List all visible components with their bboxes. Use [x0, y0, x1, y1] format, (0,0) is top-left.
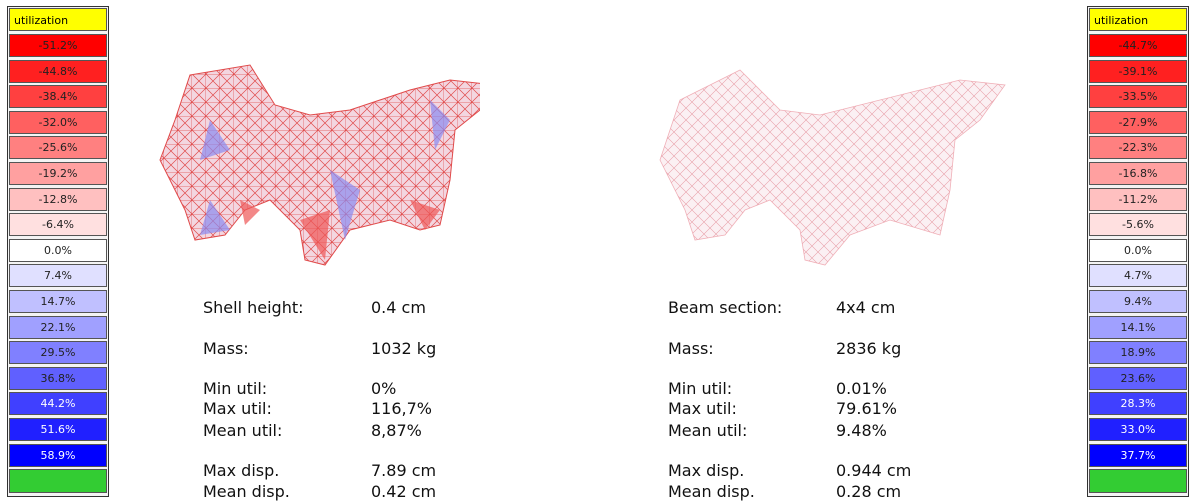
legend-swatch: -39.1%: [1089, 59, 1187, 83]
legend-swatch: 33.0%: [1089, 418, 1187, 441]
stat-value: 0.4 cm: [371, 298, 426, 317]
legend-swatch: 51.6%: [9, 418, 107, 441]
legend-swatch: -44.8%: [9, 59, 107, 83]
legend-swatch: 36.8%: [9, 366, 107, 390]
stat-value: 8,87%: [371, 421, 422, 440]
legend-swatch: 23.6%: [1089, 366, 1187, 390]
stat-value: 0.42 cm: [371, 482, 437, 501]
legend-swatch: 14.7%: [9, 290, 107, 313]
legend-swatch: -25.6%: [9, 136, 107, 160]
stat-label: Mean disp.: [668, 482, 755, 501]
legend-title: utilization: [9, 8, 107, 31]
legend-swatch: 14.1%: [1089, 315, 1187, 339]
stat-value: 7.89 cm: [371, 461, 437, 480]
legend-swatch: -19.2%: [9, 162, 107, 185]
legend-swatch: -27.9%: [1089, 110, 1187, 134]
stat-label: Mass:: [203, 339, 249, 358]
legend-title: utilization: [1089, 8, 1187, 31]
legend-swatch: 37.7%: [1089, 443, 1187, 467]
stat-label: Min util:: [203, 379, 268, 398]
legend-swatch: 18.9%: [1089, 341, 1187, 365]
stat-value: 0.28 cm: [836, 482, 902, 501]
stat-label: Shell height:: [203, 298, 304, 317]
stat-label: Max disp.: [668, 461, 745, 480]
legend-swatch: 9.4%: [1089, 290, 1187, 313]
right-legend: utilization -44.7% -39.1% -33.5% -27.9% -22.3…: [1087, 6, 1189, 497]
stat-label: Mean util:: [668, 421, 748, 440]
legend-swatch: 29.5%: [9, 341, 107, 365]
legend-swatch: 7.4%: [9, 264, 107, 288]
legend-swatch: -22.3%: [1089, 136, 1187, 160]
legend-swatch: 28.3%: [1089, 392, 1187, 416]
beam-model: [659, 69, 1006, 266]
legend-swatch: 58.9%: [9, 443, 107, 467]
legend-swatch: -16.8%: [1089, 162, 1187, 185]
stat-label: Mean util:: [203, 421, 283, 440]
legend-swatch: -11.2%: [1089, 187, 1187, 211]
legend-swatch: -12.8%: [9, 187, 107, 211]
stat-value: 79.61%: [836, 399, 898, 418]
stat-value: 0%: [371, 379, 397, 398]
stat-value: 1032 kg: [371, 339, 437, 358]
legend-swatch: 0.0%: [1089, 238, 1187, 262]
stat-value: 116,7%: [371, 399, 433, 418]
stat-label: Mean disp.: [203, 482, 290, 501]
stat-value: 2836 kg: [836, 339, 902, 358]
stat-label: Mass:: [668, 339, 714, 358]
stat-label: Max util:: [203, 399, 272, 418]
legend-swatch: [9, 469, 107, 494]
legend-swatch: -33.5%: [1089, 85, 1187, 109]
legend-swatch: 4.7%: [1089, 264, 1187, 288]
stat-value: 4x4 cm: [836, 298, 896, 317]
shell-model: [159, 64, 480, 266]
legend-swatch: -5.6%: [1089, 213, 1187, 237]
stat-value: 9.48%: [836, 421, 887, 440]
stat-label: Max disp.: [203, 461, 280, 480]
legend-swatch: -51.2%: [9, 34, 107, 57]
legend-swatch: -44.7%: [1089, 34, 1187, 57]
stat-label: Min util:: [668, 379, 733, 398]
legend-swatch: 44.2%: [9, 392, 107, 416]
legend-swatch: -38.4%: [9, 85, 107, 109]
stat-value: 0.944 cm: [836, 461, 912, 480]
legend-swatch: -6.4%: [9, 213, 107, 237]
legend-swatch: 22.1%: [9, 315, 107, 339]
left-legend: utilization -51.2% -44.8% -38.4% -32.0% -25.6…: [7, 6, 109, 497]
legend-swatch: [1089, 469, 1187, 494]
legend-swatch: 0.0%: [9, 238, 107, 262]
stat-label: Max util:: [668, 399, 737, 418]
stat-value: 0.01%: [836, 379, 887, 398]
legend-swatch: -32.0%: [9, 110, 107, 134]
stat-label: Beam section:: [668, 298, 783, 317]
